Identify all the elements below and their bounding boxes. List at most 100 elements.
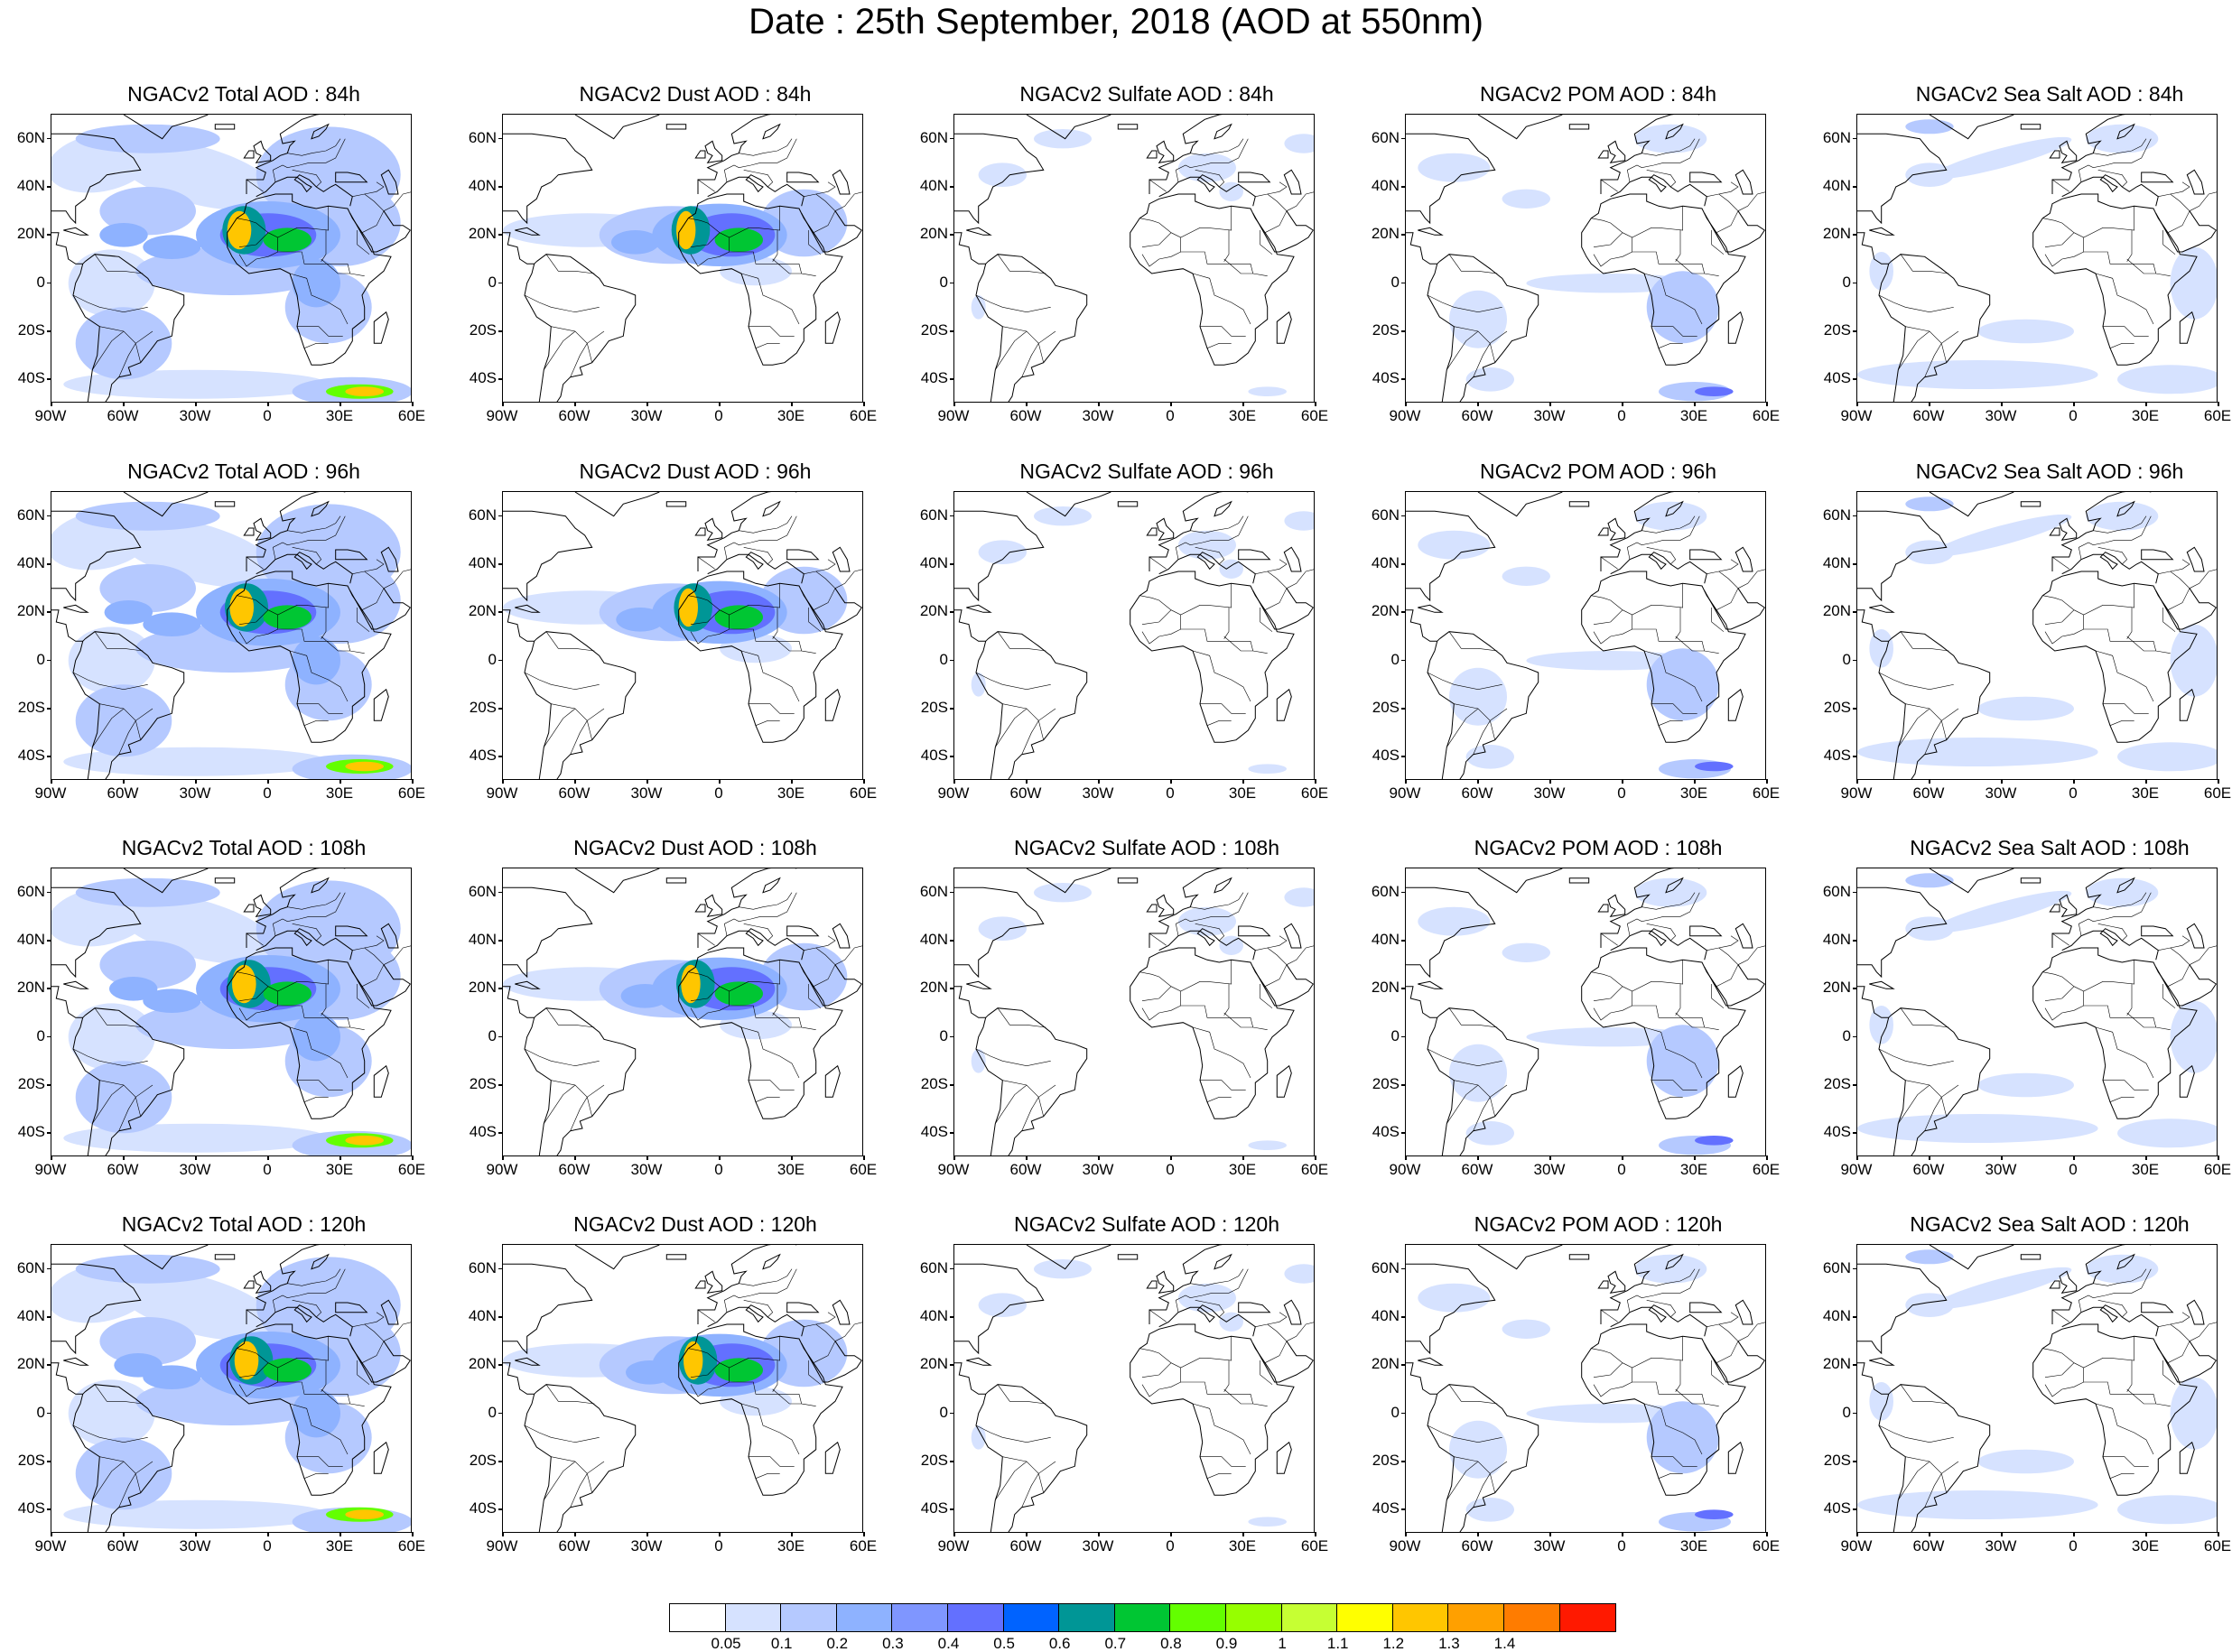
lon-tick [195,1155,197,1160]
coastline-greenland [1477,492,1563,517]
country-border [755,1097,780,1102]
lon-tick [267,779,269,784]
coastline-arabia [801,588,862,630]
country-border [1446,1084,1479,1124]
coastline-europe [2051,115,2152,194]
colorbar-swatch [947,1604,1004,1631]
country-border [1593,1362,1623,1378]
aod-blob [1931,514,2072,557]
country-border [1200,1456,1246,1467]
coastline-europe [1149,115,1249,194]
lon-tick [1622,402,1623,406]
coastline-arabia [801,1341,862,1383]
coastline-ireland [1597,1280,1609,1289]
coastline-samerica [72,1384,185,1532]
lon-tick [1856,1155,1858,1160]
lon-tick [953,402,955,406]
lon-tick [646,779,648,784]
lon-tick [1477,779,1479,784]
country-border [729,1368,802,1405]
map-frame [953,1244,1315,1533]
coastline-black [1238,925,1271,937]
lat-tick-label: 20S [1372,321,1400,339]
coastline-black [1689,1302,1723,1313]
lon-tick [953,1155,955,1160]
lat-tick [498,891,503,894]
map-frame [953,114,1315,403]
lon-tick-label: 0 [1617,1537,1626,1555]
coastline-ireland [243,527,255,536]
coastline-scand [311,877,330,894]
country-border [1260,230,1273,255]
aod-blob [292,259,340,308]
lat-tick [498,137,503,140]
coastline-black [335,172,368,183]
lat-tick [47,515,51,517]
coastline-scand [1214,877,1232,894]
coastline-scand [1214,1253,1232,1270]
coastline-iceland [214,501,236,507]
country-border [749,326,795,337]
lat-tick-label: 40S [920,1123,948,1141]
coastline-cuba [1418,604,1444,613]
coastline-centam [1857,1362,1892,1395]
lat-tick-label: 60N [16,882,45,900]
coastline-iceland [214,1254,236,1260]
aod-blob [1634,124,1707,153]
country-border [1286,191,1314,211]
coastline-medN [1610,552,1707,584]
country-border [2044,609,2075,625]
coastline-arabia [801,210,862,253]
country-border [92,330,125,370]
country-border [1141,251,1181,267]
coastline-cuba [63,227,89,236]
aod-field [503,189,848,286]
country-border [297,703,343,714]
aod-blob [1695,1136,1734,1146]
lat-tick [498,708,503,710]
country-border [1190,138,1244,156]
country-border [2162,608,2176,632]
aod-blob [676,210,696,250]
coastline-ireland [243,904,255,913]
country-border [690,628,730,645]
country-border [755,1473,780,1479]
aod-blob [1219,559,1243,579]
country-border [357,984,370,1008]
aod-blob [1634,501,1707,531]
country-border [287,138,341,156]
lat-tick-label: 20S [1372,1452,1400,1469]
coastline-centam [1406,1362,1440,1395]
country-border [297,1456,343,1467]
coastline-africa [2032,1323,2198,1496]
lon-tick [2001,1155,2003,1160]
lon-tick-label: 0 [1617,784,1626,802]
lon-tick [1549,1155,1551,1160]
colorbar-swatch [1281,1604,1338,1631]
lat-tick-label: 40S [1823,1499,1851,1517]
lat-tick [47,1412,51,1415]
aod-blob [1178,1283,1236,1313]
coastline-arabia [1704,210,1765,253]
lat-tick [1853,1084,1857,1086]
country-border [321,1012,365,1030]
lat-tick-label: 0 [488,1403,497,1421]
map-canvas [1406,492,1765,779]
country-border [1149,179,1167,192]
country-border [303,1473,329,1479]
country-border [1139,206,1232,238]
country-border [1643,650,1703,702]
lon-tick-label: 30W [630,1161,663,1178]
lon-tick-label: 30W [1985,1537,2017,1555]
country-border [1716,947,1739,987]
lon-tick-label: 0 [1617,407,1626,424]
map-canvas [1857,492,2217,779]
lon-tick-label: 30W [1082,407,1114,424]
country-border [997,254,1046,274]
country-border [2097,170,2128,188]
aod-blob [1977,1449,2074,1474]
country-border [1200,326,1246,337]
coastline-europe [246,868,346,948]
coastline-medN [1158,1304,1256,1337]
coastline-africa [678,1323,843,1496]
